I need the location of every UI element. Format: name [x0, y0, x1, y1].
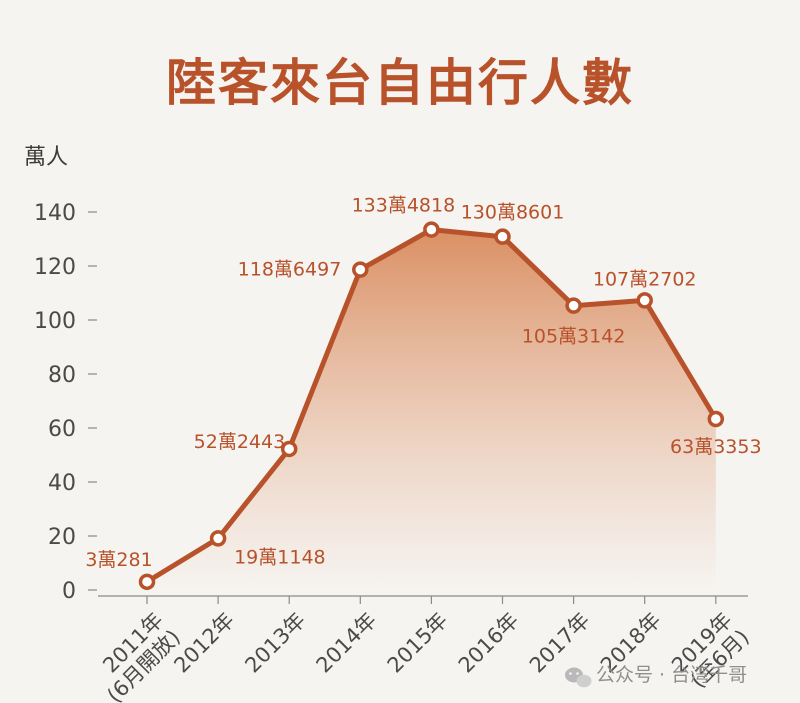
x-tick-label-line: 2013年 — [240, 608, 310, 678]
data-label: 52萬2443 — [194, 431, 286, 453]
x-tick-label: 2013年 — [240, 608, 310, 678]
wechat-icon — [565, 667, 592, 688]
data-labels-layer: 3萬281 19萬1148 52萬2443 118萬6497 133萬4818 130萬8… — [85, 195, 761, 571]
data-point — [494, 228, 511, 245]
y-axis: 0 20 40 60 80 100 120 140 — [34, 201, 97, 604]
data-label: 118萬6497 — [238, 259, 342, 281]
y-tick-label: 140 — [34, 201, 76, 226]
x-tick-label-line: 2016年 — [454, 608, 524, 678]
watermark: 公众号 · 台湾千哥 — [565, 664, 747, 688]
data-point — [636, 292, 653, 309]
x-tick-label: 2016年 — [454, 608, 524, 678]
data-label: 130萬8601 — [461, 202, 565, 224]
x-tick-label-line: 2014年 — [312, 608, 382, 678]
series-area — [147, 229, 716, 596]
y-tick-label: 60 — [48, 417, 76, 442]
data-point — [138, 573, 156, 591]
data-label: 133萬4818 — [352, 195, 456, 217]
y-tick-label: 80 — [48, 363, 76, 388]
watermark-text: 公众号 · 台湾千哥 — [596, 664, 747, 686]
data-label: 19萬1148 — [234, 546, 326, 568]
x-tick-label: 2014年 — [312, 608, 382, 678]
y-tick-label: 20 — [48, 525, 76, 550]
data-points-layer — [138, 221, 725, 591]
data-point — [423, 221, 440, 238]
data-label: 63萬3353 — [670, 436, 762, 458]
chart-title: 陸客來台自由行人數 — [166, 54, 634, 112]
y-axis-unit-label: 萬人 — [24, 145, 68, 170]
x-tick-label: 2017年 — [525, 608, 595, 678]
y-tick-label: 40 — [48, 471, 76, 496]
y-tick-label: 100 — [34, 309, 76, 334]
data-point — [280, 440, 298, 458]
y-tick-label: 120 — [34, 255, 76, 280]
data-point — [209, 530, 227, 547]
x-tick-label: 2011年(6月開放) — [85, 608, 185, 703]
x-tick-label-line: 2015年 — [383, 608, 453, 678]
x-tick-label: 2015年 — [383, 608, 453, 678]
data-label: 3萬281 — [85, 549, 152, 571]
data-point — [352, 261, 369, 278]
x-axis: 2011年(6月開放)2012年 2013年 2014年 2015年 2016年 2017… — [85, 596, 754, 703]
data-label: 105萬3142 — [522, 326, 626, 348]
data-point — [707, 410, 725, 428]
y-tick-label: 0 — [62, 579, 76, 604]
data-label: 107萬2702 — [593, 268, 697, 290]
x-tick-label-line: 2017年 — [525, 608, 595, 678]
area-fill-layer — [147, 229, 716, 596]
data-point — [565, 297, 582, 314]
